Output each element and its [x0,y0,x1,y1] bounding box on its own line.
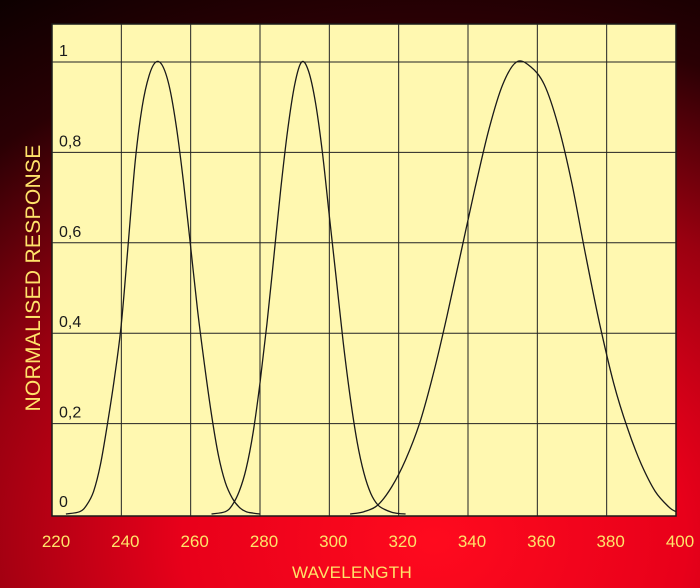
x-tick-label: 260 [180,532,208,551]
x-tick-label: 240 [111,532,139,551]
x-tick-label: 340 [458,532,486,551]
x-tick-label: 220 [42,532,70,551]
x-tick-label: 380 [596,532,624,551]
y-tick-label: 1 [59,43,68,60]
x-tick-label: 300 [319,532,347,551]
y-tick-label: 0,6 [59,224,81,241]
y-tick-labels: 0 0,2 0,4 0,6 0,8 1 [59,43,81,511]
series-line-2 [211,60,406,515]
plot-area [51,23,677,517]
x-tick-label: 360 [527,532,555,551]
y-tick-label: 0 [59,494,68,511]
series-group [65,60,677,515]
y-tick-label: 0,8 [59,133,81,150]
x-tick-label: 400 [666,532,694,551]
series-line-3 [349,60,677,515]
x-tick-labels: 220 240 260 280 300 320 340 360 380 400 [42,532,694,551]
series-line-1 [65,60,261,515]
y-tick-label: 0,4 [59,314,81,331]
x-tick-label: 280 [250,532,278,551]
y-tick-label: 0,2 [59,405,81,422]
y-axis-label: NORMALISED RESPONSE [22,144,45,411]
x-tick-label: 320 [388,532,416,551]
x-axis-label: WAVELENGTH [292,563,412,582]
grid [52,24,676,516]
